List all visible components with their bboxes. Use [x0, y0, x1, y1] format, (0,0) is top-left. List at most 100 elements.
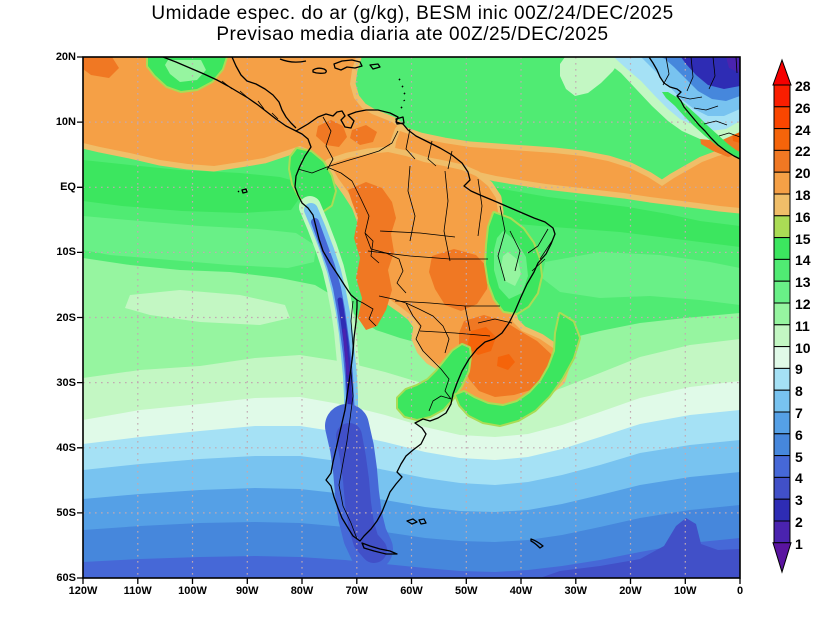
- colorbar-value-24: 24: [795, 121, 811, 138]
- colorbar-cell-4-5: [773, 455, 791, 478]
- colorbar-value-15: 15: [795, 230, 811, 247]
- colorbar-cell-12-13: [773, 280, 791, 304]
- field-core-mexico: [83, 57, 119, 78]
- colorbar-cell-3-4: [773, 476, 791, 500]
- lat-label-30S: 30S: [56, 376, 76, 389]
- trinidad: [395, 116, 405, 125]
- colorbar-value-5: 5: [795, 448, 803, 465]
- colorbar-value-8: 8: [795, 383, 803, 400]
- lat-label-10N: 10N: [55, 116, 76, 129]
- colorbar-value-14: 14: [795, 252, 811, 269]
- lon-label-70W: 70W: [345, 585, 369, 597]
- lon-label-50W: 50W: [454, 585, 478, 597]
- lon-label-30W: 30W: [564, 585, 588, 597]
- jamaica: [312, 67, 327, 74]
- africa-coast: [648, 57, 740, 160]
- central-america-caribbean: [231, 57, 297, 129]
- central-america-pacific: [162, 57, 297, 132]
- puerto-rico: [369, 63, 381, 70]
- colorbar-value-28: 28: [795, 78, 811, 94]
- lat-label-20N: 20N: [55, 51, 76, 63]
- colorbar-cell-20-22: [773, 149, 791, 173]
- colorbar-cell-5-6: [773, 433, 791, 457]
- colorbar-value-3: 3: [795, 492, 803, 509]
- colorbar-value-7: 7: [795, 405, 803, 421]
- colorbar-cell-11-12: [773, 302, 791, 326]
- field-core-colombia: [316, 120, 347, 147]
- colorbar-value-9: 9: [795, 361, 803, 378]
- colorbar-value-13: 13: [795, 274, 811, 291]
- colorbar-cell-22-24: [773, 128, 791, 151]
- coastlines: [162, 57, 740, 555]
- colorbar-cell-10-11: [773, 324, 791, 348]
- field-green-uruguay: [396, 343, 472, 421]
- colorbar-cell-18-20: [773, 171, 791, 195]
- lon-label-80W: 80W: [290, 585, 314, 597]
- field-satlantic-light: [542, 252, 740, 305]
- lat-label-50S: 50S: [56, 506, 76, 519]
- colorbar-cell-2-3: [773, 498, 791, 522]
- lon-label-40W: 40W: [509, 585, 533, 597]
- field-pale-natlantic: [560, 57, 622, 96]
- lon-label-60W: 60W: [400, 585, 423, 597]
- south-georgia: [530, 538, 544, 549]
- colorbar-cell-6-7: [773, 411, 791, 435]
- lon-label-100W: 100W: [178, 585, 207, 597]
- colorbar-value-2: 2: [795, 514, 803, 530]
- patagonia-core: [336, 423, 387, 563]
- field-green-eq-pacific: [83, 160, 301, 213]
- plot-title-line1: Umidade espec. do ar (g/kg), BESM inic 0…: [151, 3, 674, 24]
- colorbar-cell-14-15: [773, 237, 791, 260]
- colorbar-value-1: 1: [795, 535, 803, 552]
- colorbar-value-18: 18: [795, 187, 811, 203]
- colorbar-value-12: 12: [795, 296, 811, 312]
- field-green-ne-brazil-core: [501, 252, 521, 286]
- field-hot-spot-sp1: [467, 327, 496, 355]
- lat-label-60S: 60S: [56, 572, 76, 584]
- colorbar-value-4: 4: [795, 470, 803, 487]
- colorbar-arrow-up: [772, 58, 792, 86]
- colorbar-cell-24-26: [773, 106, 791, 130]
- field-core-wamazon: [348, 182, 396, 330]
- andes-core-darkest: [342, 328, 350, 376]
- field-africa-dry-core: [681, 57, 740, 89]
- lon-label-110W: 110W: [123, 585, 152, 597]
- tierra-del-fuego: [361, 542, 398, 555]
- lon-label-20W: 20W: [619, 585, 642, 597]
- colorbar-arrow-down: [772, 542, 792, 574]
- lon-label-0: 0: [736, 585, 744, 597]
- cuba-coast: [279, 58, 307, 63]
- lat-label-EQ: EQ: [60, 181, 76, 194]
- colorbar-cell-16-18: [773, 193, 791, 217]
- colorbar-cell-8-9: [773, 367, 791, 391]
- colorbar-cell-26-28: [773, 84, 791, 108]
- field-pacific-pale-patch: [125, 290, 290, 325]
- south-america-coast: [294, 109, 556, 542]
- field-green-eq-atlantic: [461, 182, 740, 247]
- axis-ticks: [77, 56, 741, 584]
- colorbar-value-6: 6: [795, 426, 803, 443]
- map-frame: [77, 56, 741, 584]
- colorbar-cell-7-8: [773, 389, 791, 413]
- lat-label-20S: 20S: [56, 311, 76, 324]
- lat-label-10S: 10S: [56, 246, 76, 259]
- field-green-mexico-core: [165, 60, 206, 82]
- colorbar-value-26: 26: [795, 99, 811, 116]
- field-hot-spot-sp2: [497, 354, 515, 370]
- field-green-pacific-light: [83, 216, 316, 268]
- lesser-antilles: [398, 78, 406, 109]
- colorbar-cell-1-2: [773, 520, 791, 544]
- colorbar-cell-9-10: [773, 346, 791, 369]
- hispaniola: [333, 59, 363, 71]
- lat-label-40S: 40S: [56, 441, 76, 454]
- borders: [221, 57, 740, 540]
- colorbar-value-20: 20: [795, 165, 811, 182]
- lon-label-10W: 10W: [673, 585, 697, 597]
- colorbar-value-22: 22: [795, 143, 811, 160]
- colorbar-value-10: 10: [795, 339, 811, 356]
- field-africa-coast-green: [662, 92, 740, 160]
- colorbar-value-11: 11: [795, 317, 810, 334]
